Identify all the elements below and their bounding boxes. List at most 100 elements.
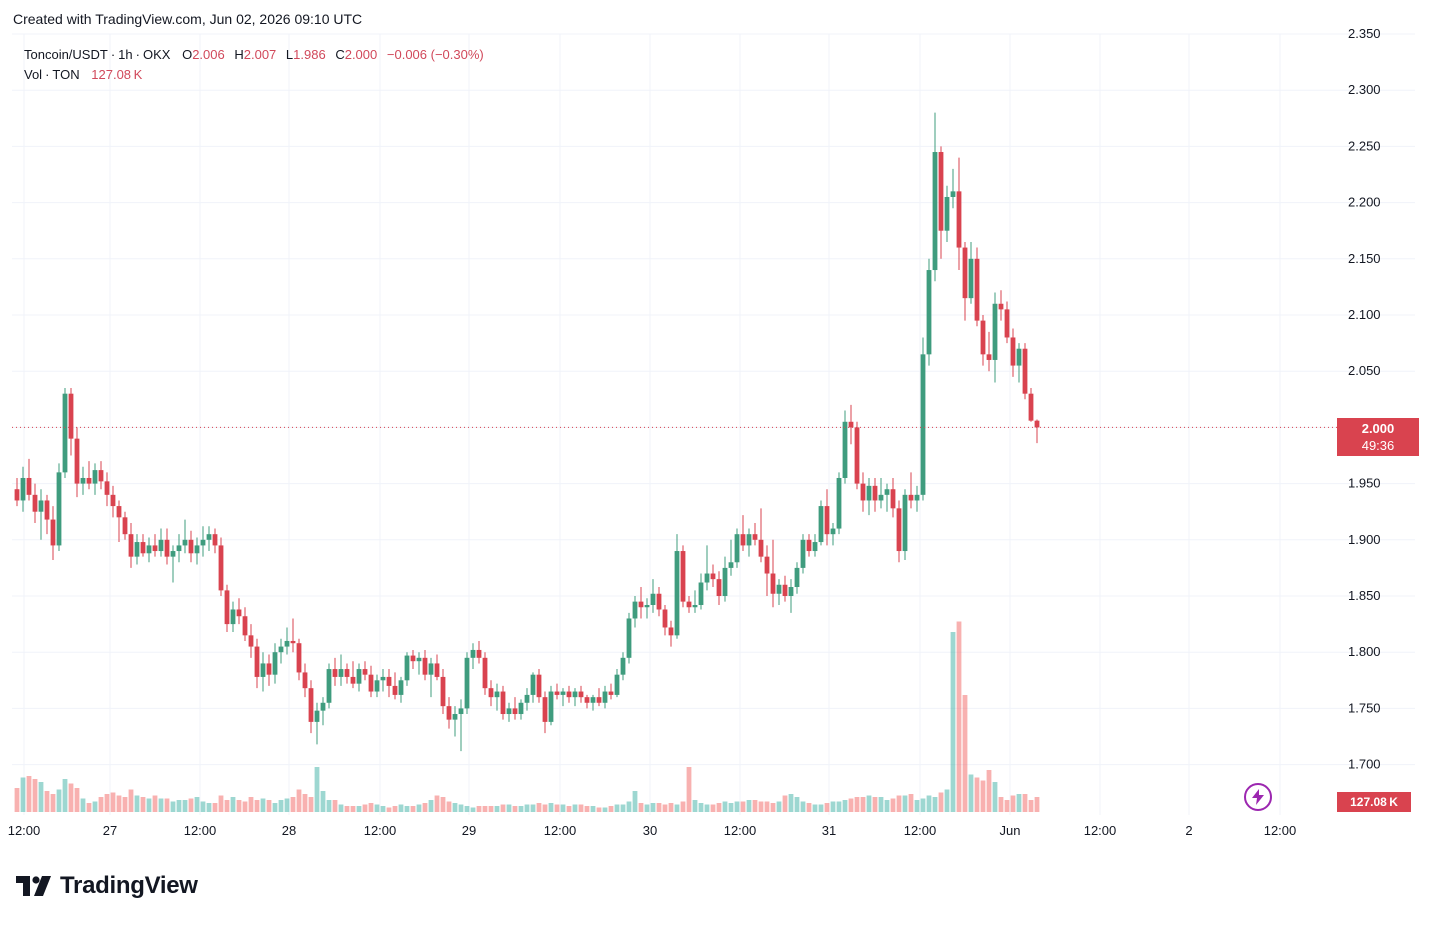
volume-bar	[704, 804, 710, 812]
volume-bar	[818, 804, 824, 812]
interval-label[interactable]: 1h	[118, 47, 133, 62]
volume-bar	[44, 791, 50, 812]
volume-bar	[962, 695, 968, 812]
high-label: H	[234, 47, 244, 62]
volume-bar	[770, 803, 776, 812]
volume-bar	[314, 767, 320, 812]
candle-body	[854, 427, 860, 484]
candle-body	[746, 534, 752, 546]
candle-body	[278, 646, 284, 653]
candle-body	[878, 494, 884, 501]
candle-body	[170, 551, 176, 557]
time-axis[interactable]: 12:00 27 12:00 28 12:00 29 12:00 30 12:00 31 12:00…	[8, 823, 1297, 838]
volume-bar	[206, 803, 212, 812]
time-tick-label: 12:00	[8, 823, 41, 838]
volume-bar	[242, 801, 248, 812]
candle-body	[434, 663, 440, 677]
volume-label[interactable]: Vol	[24, 67, 43, 82]
low-value: 1.986	[293, 47, 326, 62]
candle-body	[80, 477, 86, 484]
candle-body	[908, 494, 914, 501]
volume-bar	[974, 777, 980, 812]
change-value: −0.006 (−0.30%)	[386, 47, 484, 62]
symbol-name[interactable]: Toncoin/USDT	[24, 47, 108, 62]
volume-bar	[68, 783, 74, 812]
volume-bar	[368, 803, 374, 812]
candle-body	[428, 663, 434, 675]
candle-body	[374, 680, 380, 692]
candle-body	[698, 582, 704, 605]
volume-bar	[644, 804, 650, 812]
volume-bar	[776, 801, 782, 812]
volume-bar	[464, 806, 470, 812]
candle-body	[866, 485, 872, 501]
volume-bar	[536, 803, 542, 812]
candle-body	[140, 542, 146, 554]
candle-body	[320, 702, 326, 711]
candle-body	[704, 573, 710, 583]
volume-bar	[584, 806, 590, 812]
volume-bars	[14, 621, 1040, 812]
volume-bar	[236, 800, 242, 812]
volume-bar	[806, 803, 812, 812]
candle-body	[584, 697, 590, 703]
open-label: O	[182, 47, 193, 62]
candle-body	[524, 694, 530, 703]
candle-body	[470, 649, 476, 658]
volume-bar	[650, 803, 656, 812]
candle-body	[890, 489, 896, 509]
price-tick-label: 2.200	[1348, 195, 1381, 210]
candle-body	[344, 669, 350, 677]
candle-body	[176, 545, 182, 552]
volume-bar	[920, 798, 926, 812]
volume-bar	[662, 804, 668, 812]
volume-bar	[488, 806, 494, 812]
candle-body	[188, 539, 194, 554]
tradingview-logo-icon	[16, 876, 51, 896]
volume-bar	[98, 797, 104, 812]
volume-bar	[80, 798, 86, 812]
volume-bar	[152, 795, 158, 812]
candle-body	[308, 688, 314, 722]
volume-bar	[134, 795, 140, 812]
candle-body	[860, 483, 866, 501]
candle-body	[776, 584, 782, 594]
tradingview-logo[interactable]: TradingView	[16, 870, 198, 902]
volume-bar	[596, 807, 602, 812]
volume-bar	[224, 800, 230, 812]
candle-body	[302, 672, 308, 689]
volume-bar	[1028, 800, 1034, 812]
volume-bar	[740, 801, 746, 812]
volume-bar	[482, 806, 488, 812]
candle-body	[212, 534, 218, 546]
volume-bar	[866, 795, 872, 812]
candle-body	[104, 481, 110, 495]
volume-bar	[260, 798, 266, 812]
candle-body	[632, 601, 638, 619]
last-price-value: 2.000	[1361, 421, 1395, 436]
candle-body	[794, 567, 800, 588]
candle-body	[506, 708, 512, 715]
volume-bar	[980, 780, 986, 812]
volume-bar	[14, 788, 20, 812]
volume-bar	[578, 804, 584, 812]
volume-bar	[56, 789, 62, 812]
volume-bar	[626, 801, 632, 812]
lightning-icon[interactable]	[1244, 783, 1272, 811]
volume-bar	[284, 798, 290, 812]
volume-bar	[692, 800, 698, 812]
volume-bar	[254, 800, 260, 812]
candle-body	[578, 691, 584, 698]
tradingview-logo-text: TradingView	[60, 872, 198, 899]
volume-bar	[140, 797, 146, 812]
candle-body	[248, 635, 254, 647]
volume-bar	[398, 804, 404, 812]
candle-body	[452, 714, 458, 720]
candle-body	[206, 534, 212, 540]
candle-body	[740, 534, 746, 546]
candle-body	[626, 618, 632, 658]
price-axis[interactable]: 2.3502.3002.2502.2002.1502.1002.0502.000…	[1348, 26, 1381, 772]
volume-symbol: TON	[52, 67, 80, 82]
